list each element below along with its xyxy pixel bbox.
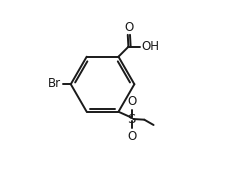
Text: O: O	[126, 130, 136, 143]
Text: Br: Br	[48, 77, 61, 90]
Text: O: O	[123, 20, 133, 34]
Text: O: O	[126, 95, 136, 108]
Text: OH: OH	[140, 40, 158, 53]
Text: S: S	[127, 112, 135, 126]
